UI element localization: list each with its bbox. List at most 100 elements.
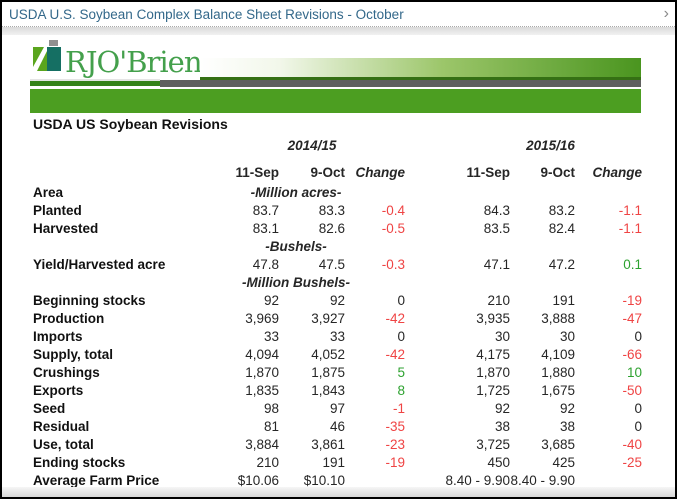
table-row: Imports 33 33 0 30 30 0 [33,327,642,345]
value-cell: 92 [494,400,510,416]
col-header: 11-Sep [466,165,510,180]
row-label: Residual [33,418,90,434]
value-cell: 0 [397,292,405,308]
value-cell: 1,870 [245,364,279,380]
year-header-row: 2014/15 2015/16 [33,135,642,155]
value-cell: -66 [622,346,643,362]
value-cell: 8.40 - 9.90 [510,472,575,488]
col-header: 9-Oct [540,165,575,180]
value-cell: -1.1 [618,220,643,236]
value-cell: -1.1 [618,202,643,218]
value-cell [405,183,510,201]
table-row: Harvested 83.1 82.6 -0.5 83.5 82.4 -1.1 [33,219,642,237]
table-row: Use, total 3,884 3,861 -23 3,725 3,685 -40 [33,435,642,453]
table-row: Average Farm Price $10.06 $10.10 8.40 - 9.9… [33,471,642,489]
value-cell: 191 [552,292,575,308]
value-cell: 191 [322,454,345,470]
value-cell [510,183,575,201]
value-cell: -19 [622,292,643,308]
value-cell: 1,725 [476,382,510,398]
value-cell: 3,725 [476,436,510,452]
value-cell: 83.5 [483,220,510,236]
value-cell: 97 [329,400,345,416]
value-cell: $10.06 [237,472,279,488]
value-cell: 38 [494,418,510,434]
unit-label: -Million Bushels- [242,274,350,290]
value-cell: 3,969 [245,310,279,326]
value-cell: -1 [392,400,405,416]
table-body: Area -Million acres- Planted 83.7 83.3 -0.4 84… [33,183,642,489]
value-cell [575,273,642,291]
value-cell: 3,884 [245,436,279,452]
value-cell: 46 [329,418,345,434]
row-label: Supply, total [33,346,113,362]
value-cell: 450 [487,454,510,470]
value-cell [575,183,642,201]
value-cell: 3,888 [541,310,575,326]
value-cell: -35 [385,418,405,434]
value-cell: 3,685 [541,436,575,452]
green-bar [30,89,641,113]
value-cell: 38 [559,418,575,434]
value-cell: -0.5 [381,220,405,236]
row-label: Average Farm Price [33,472,160,488]
value-cell: 83.7 [252,202,279,218]
value-cell: 47.5 [318,256,345,272]
value-cell: 4,052 [311,346,345,362]
value-cell: -42 [385,310,405,326]
value-cell: 210 [256,454,279,470]
table-row: Crushings 1,870 1,875 5 1,870 1,880 10 [33,363,642,381]
table-row: Residual 81 46 -35 38 38 0 [33,417,642,435]
value-cell: 82.6 [318,220,345,236]
col-header-change: Change [355,165,405,180]
unit-row: -Million Bushels- [33,273,642,291]
value-cell: 425 [552,454,575,470]
row-label: Planted [33,202,82,218]
value-cell: 4,109 [541,346,575,362]
revisions-table: 2014/15 2015/16 11-Sep 9-Oct Change 11-S… [33,135,642,489]
table-row: Seed 98 97 -1 92 92 0 [33,399,642,417]
value-cell: 0 [397,328,405,344]
value-cell: -19 [385,454,405,470]
value-cell: 83.1 [252,220,279,236]
value-cell: -0.3 [381,256,405,272]
value-cell: 47.8 [252,256,279,272]
brand-underline-strip [30,79,160,86]
table-row: Production 3,969 3,927 -42 3,935 3,888 -47 [33,309,642,327]
value-cell: 1,675 [541,382,575,398]
value-cell: 0 [634,400,643,416]
table-title: USDA US Soybean Revisions [33,116,228,132]
table-row: Beginning stocks 92 92 0 210 191 -19 [33,291,642,309]
value-cell: 83.2 [548,202,575,218]
year-group-1: 2014/15 [287,137,337,153]
table-row: Supply, total 4,094 4,052 -42 4,175 4,109 -66 [33,345,642,363]
title-bar: USDA U.S. Soybean Complex Balance Sheet … [2,2,675,27]
value-cell: 81 [263,418,279,434]
value-cell: -0.4 [381,202,405,218]
value-cell: 83.3 [318,202,345,218]
col-header-change: Change [592,165,643,180]
value-cell: 3,927 [311,310,345,326]
table-row: Yield/Harvested acre 47.8 47.5 -0.3 47.1 47.2… [33,255,642,273]
value-cell: 92 [263,292,279,308]
table-row: Area -Million acres- [33,183,642,201]
value-cell: 5 [397,364,405,380]
value-cell: 92 [559,400,575,416]
row-label: Use, total [33,436,94,452]
spacer-cell [33,135,187,155]
brand-gradient-band [200,58,641,80]
value-cell: 47.2 [548,256,575,272]
unit-label: -Million acres- [250,184,342,200]
window-title: USDA U.S. Soybean Complex Balance Sheet … [9,6,404,22]
value-cell: 1,843 [311,382,345,398]
row-label: Seed [33,400,66,416]
col-header: 9-Oct [310,165,345,180]
rjobrien-logo-icon [33,40,61,71]
row-label: Yield/Harvested acre [33,256,166,272]
row-label: Beginning stocks [33,292,146,308]
table-row: Ending stocks 210 191 -19 450 425 -25 [33,453,642,471]
value-cell: 8.40 - 9.90 [445,472,510,488]
gray-bar [160,80,641,87]
chevron-right-icon[interactable]: › [663,5,669,22]
